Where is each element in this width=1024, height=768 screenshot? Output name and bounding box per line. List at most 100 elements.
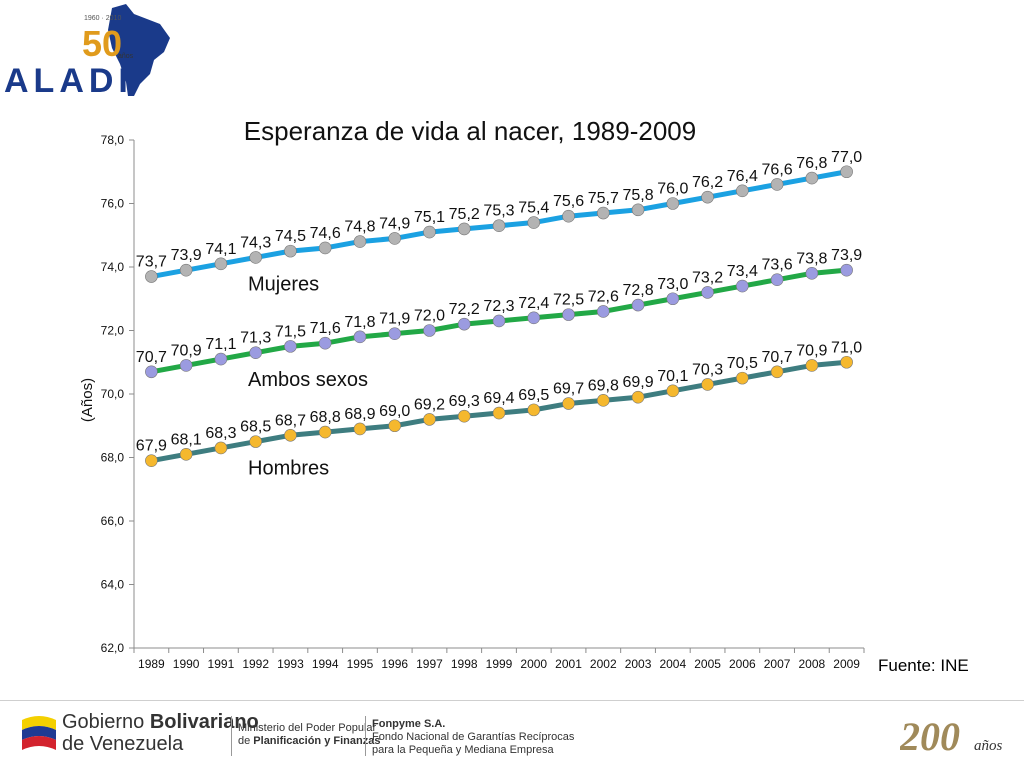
x-tick-label: 1993 (277, 657, 304, 671)
logo-anniversary-word: años (118, 53, 134, 60)
data-label: 75,1 (414, 209, 445, 226)
y-tick-label: 76,0 (101, 197, 125, 211)
map-of-latin-america-icon (108, 4, 170, 96)
series-name-label: Ambos sexos (248, 369, 368, 391)
data-point (457, 409, 471, 423)
series-name-label: Hombres (248, 458, 329, 480)
data-label: 69,5 (518, 387, 549, 404)
data-point (631, 298, 645, 312)
x-tick-label: 2009 (833, 657, 860, 671)
data-label: 69,4 (483, 390, 514, 407)
x-tick-label: 2005 (694, 657, 721, 671)
data-label: 71,6 (310, 320, 341, 337)
x-tick-label: 2002 (590, 657, 617, 671)
data-point (318, 336, 332, 350)
x-tick-label: 1999 (486, 657, 513, 671)
data-point (388, 327, 402, 340)
data-point (318, 425, 332, 439)
data-point (214, 257, 228, 271)
data-point (805, 267, 819, 280)
data-label: 71,9 (379, 311, 410, 328)
data-point (214, 441, 228, 455)
data-point (562, 209, 575, 223)
x-tick-label: 2006 (729, 657, 756, 671)
data-label: 72,0 (414, 308, 445, 325)
data-label: 69,2 (414, 396, 445, 413)
logo-anniversary-years: 1960 · 2010 (84, 15, 121, 22)
y-tick-label: 74,0 (101, 260, 125, 274)
data-label: 75,2 (449, 206, 480, 223)
data-label: 76,8 (796, 155, 827, 172)
data-label: 70,9 (796, 342, 827, 359)
data-point (423, 413, 436, 426)
x-tick-label: 2003 (625, 657, 652, 671)
fonp-line1: Fonpyme S.A. (372, 718, 446, 730)
data-label: 70,9 (171, 342, 202, 359)
data-point (631, 390, 645, 404)
series-1: 70,7 70,9 71,1 71,3 71,5 71,6 71,8 71,9 72,0 72,2… (136, 247, 862, 391)
data-label: 76,4 (727, 168, 758, 185)
data-label: 73,9 (171, 247, 202, 264)
data-label: 68,8 (310, 409, 341, 426)
data-point (596, 305, 610, 318)
data-point (492, 219, 506, 233)
data-point (249, 251, 262, 264)
y-tick-label: 78,0 (101, 133, 125, 147)
data-point (353, 330, 367, 344)
data-point (701, 378, 714, 391)
venezuela-flag-icon (22, 716, 56, 750)
data-point (284, 428, 297, 442)
series-name-label: Mujeres (248, 274, 319, 296)
data-point (457, 222, 471, 236)
data-point (701, 286, 714, 299)
data-point (527, 403, 541, 417)
data-point (596, 394, 610, 407)
data-label: 67,9 (136, 438, 167, 455)
data-label: 69,3 (449, 393, 480, 410)
data-label: 73,8 (796, 250, 827, 267)
data-point (423, 324, 436, 337)
x-tick-label: 1997 (416, 657, 443, 671)
x-tick-label: 1995 (347, 657, 374, 671)
bicent-number: 200 (900, 714, 960, 759)
data-label: 69,9 (622, 374, 653, 391)
y-axis-label: (Años) (79, 378, 96, 422)
data-point (666, 384, 680, 398)
ministry-line2-a: de (238, 735, 254, 747)
data-point (284, 340, 297, 353)
data-label: 76,6 (762, 161, 793, 178)
data-point (179, 263, 193, 277)
data-point (666, 292, 680, 306)
data-point (492, 406, 506, 420)
data-point (770, 273, 784, 287)
data-point (840, 355, 853, 369)
series-0: 73,7 73,9 74,1 74,3 74,5 74,6 74,8 74,9 75,1 75,2… (136, 149, 862, 296)
data-point (596, 206, 610, 220)
data-label: 70,7 (136, 349, 167, 366)
data-point (805, 359, 819, 372)
y-tick-label: 66,0 (101, 514, 125, 528)
x-tick-label: 1991 (208, 657, 235, 671)
data-label: 73,2 (692, 269, 723, 286)
logo-anniversary-number: 50 (82, 23, 122, 64)
data-label: 72,3 (483, 298, 514, 315)
data-point (249, 346, 262, 360)
data-label: 72,4 (518, 295, 549, 312)
data-label: 73,6 (762, 257, 793, 274)
data-point (805, 171, 819, 185)
data-point (736, 279, 749, 293)
x-tick-label: 2004 (659, 657, 686, 671)
data-point (179, 448, 193, 461)
data-label: 68,7 (275, 412, 306, 429)
fonpyme-text: Fonpyme S.A. Fondo Nacional de Garantías… (372, 718, 574, 757)
logo-brand: ALADI (4, 62, 133, 100)
data-label: 68,3 (205, 425, 236, 442)
x-tick-label: 1989 (138, 657, 165, 671)
data-point (736, 184, 749, 198)
data-label: 75,3 (483, 203, 514, 220)
x-tick-label: 2008 (799, 657, 826, 671)
data-label: 75,8 (622, 187, 653, 204)
y-tick-label: 68,0 (101, 451, 125, 465)
aladi-logo: 1960 · 2010 50 años ALADI (4, 4, 170, 100)
data-point (145, 270, 158, 283)
